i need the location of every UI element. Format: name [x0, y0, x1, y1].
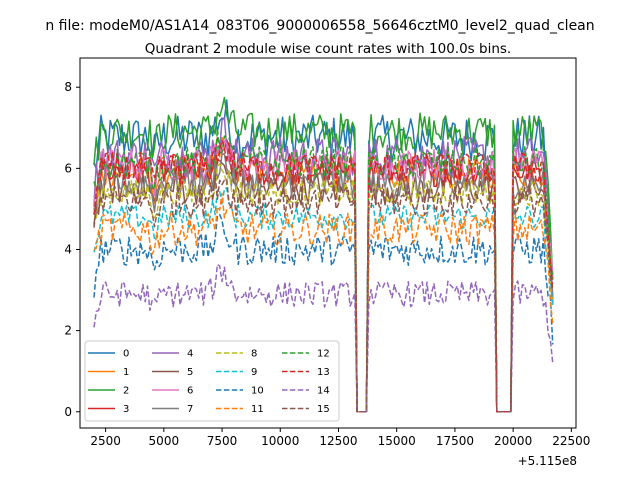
x-tick-label: 2500 [90, 434, 121, 448]
plot-frame [79, 57, 577, 429]
series-line-15 [93, 174, 554, 413]
x-tick-label: 22500 [552, 434, 590, 448]
legend-label-6: 6 [187, 386, 193, 397]
x-axis: 2500 5000 7500 10000 12500 15000 17500 20000 225… [90, 428, 590, 448]
legend-label-4: 4 [187, 349, 193, 360]
legend-label-14: 14 [317, 386, 330, 397]
y-axis: 0 2 4 6 8 [64, 80, 80, 419]
legend-label-7: 7 [187, 404, 193, 415]
legend-label-15: 15 [317, 404, 330, 415]
legend-label-8: 8 [251, 349, 257, 360]
y-tick-label: 8 [64, 80, 72, 94]
figure-suptitle: n file: modeM0/AS1A14_083T06_9000006558_… [45, 18, 594, 34]
x-tick-label: 17500 [436, 434, 474, 448]
series-line-8 [94, 162, 554, 413]
legend-label-0: 0 [123, 349, 129, 360]
x-tick-label: 12500 [319, 434, 357, 448]
series-line-13 [93, 139, 554, 413]
series-line-12 [93, 128, 554, 413]
legend-label-3: 3 [123, 404, 129, 415]
chart-title: Quadrant 2 module wise count rates with … [145, 41, 511, 57]
legend-label-12: 12 [317, 349, 330, 360]
y-tick-label: 6 [64, 161, 72, 175]
legend-label-13: 13 [317, 367, 330, 378]
legend-label-9: 9 [251, 367, 257, 378]
series-line-2 [93, 96, 554, 413]
legend-label-10: 10 [251, 386, 264, 397]
legend-label-2: 2 [123, 386, 129, 397]
legend-frame [84, 340, 340, 422]
x-tick-label: 7500 [207, 434, 238, 448]
y-tick-label: 4 [64, 242, 72, 256]
legend-label-5: 5 [187, 367, 193, 378]
legend-label-1: 1 [123, 367, 129, 378]
series-layer [93, 96, 554, 413]
series-line-11 [93, 192, 554, 413]
x-tick-label: 5000 [149, 434, 180, 448]
series-line-7 [93, 153, 554, 413]
series-line-10 [93, 213, 554, 413]
y-tick-label: 2 [64, 324, 72, 338]
x-tick-label: 15000 [378, 434, 416, 448]
x-tick-label: 20000 [494, 434, 532, 448]
series-line-14 [93, 263, 554, 413]
x-axis-offset-label: +5.115e8 [518, 454, 577, 468]
legend-label-11: 11 [251, 404, 264, 415]
x-tick-label: 10000 [261, 434, 299, 448]
series-line-4 [93, 116, 554, 413]
y-tick-label: 0 [64, 405, 72, 419]
